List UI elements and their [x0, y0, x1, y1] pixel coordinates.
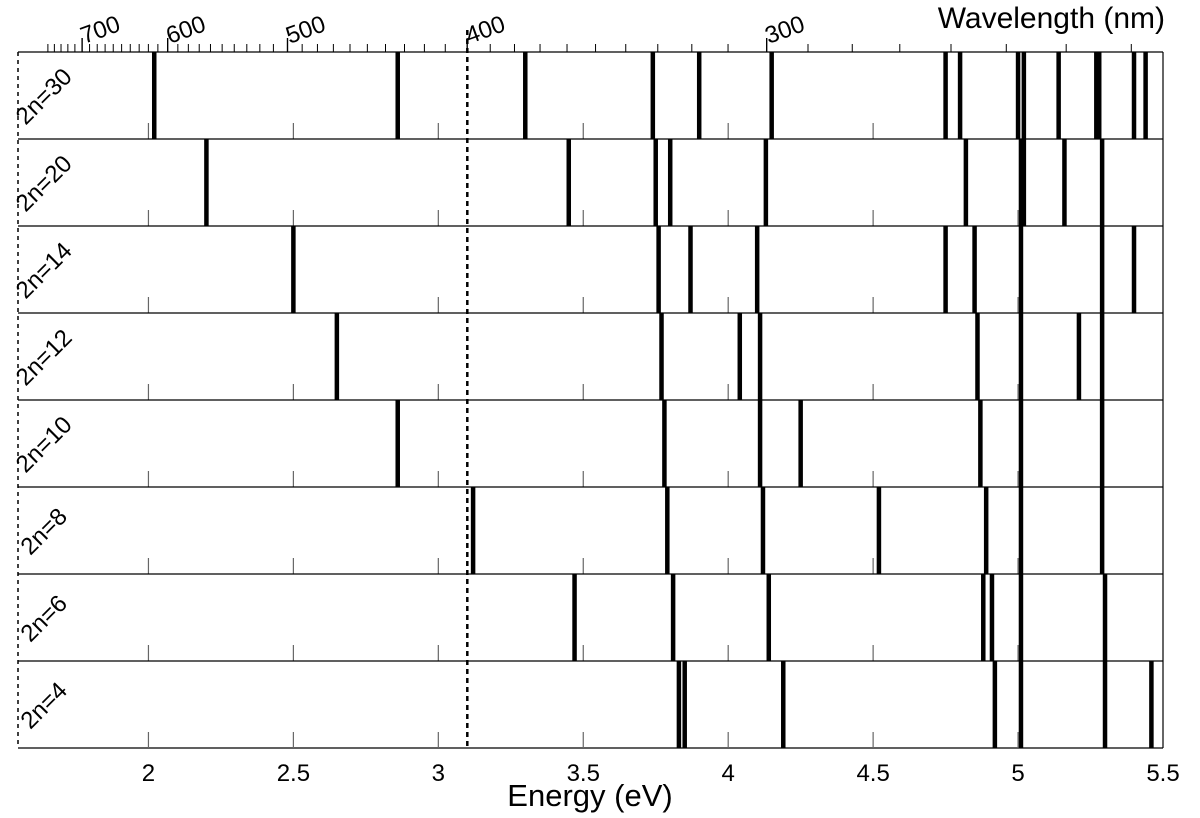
row-label: 2n=20: [11, 150, 78, 217]
rows: 2n=30 2n=20 2n=14 2n=12 2n=10 2n=8 2n=6 2n=4: [11, 52, 1163, 748]
wavelength-tick-label: 300: [762, 11, 809, 50]
row-label: 2n=14: [11, 237, 78, 304]
wavelength-tick-label: 500: [282, 11, 329, 50]
energy-ticks: 2 2.5 3 3.5 4 4.5 5 5.5: [142, 760, 1180, 787]
x-axis-label: Energy (eV): [507, 778, 672, 813]
energy-tick-label: 5: [1011, 760, 1024, 787]
energy-tick-label: 3: [432, 760, 445, 787]
row-label: 2n=12: [11, 324, 78, 391]
row-label: 2n=4: [16, 677, 73, 734]
energy-tick-label: 2.5: [277, 760, 310, 787]
row-label: 2n=8: [16, 503, 73, 560]
energy-tick-label: 3.5: [567, 760, 600, 787]
top-axis-label: Wavelength (nm): [938, 2, 1165, 35]
row-label: 2n=6: [16, 590, 73, 647]
energy-tick-label: 2: [142, 760, 155, 787]
row-label: 2n=30: [11, 63, 78, 130]
energy-tick-label: 4.5: [856, 760, 889, 787]
energy-tick-label: 5.5: [1146, 760, 1179, 787]
wavelength-tick-label: 700: [77, 11, 124, 50]
wavelength-tick-label: 400: [462, 11, 509, 50]
wavelength-tick-label: 600: [163, 11, 210, 50]
energy-tick-label: 4: [722, 760, 735, 787]
row-label: 2n=10: [11, 411, 78, 478]
